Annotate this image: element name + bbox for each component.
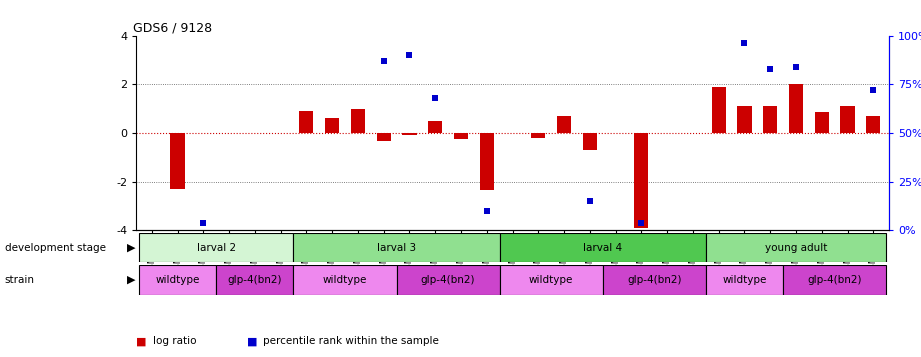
Bar [294,233,500,262]
Bar [402,133,416,135]
Bar [500,265,602,295]
Text: ▶: ▶ [127,275,135,285]
Bar [531,133,545,138]
Bar [428,121,442,133]
Bar [764,106,777,133]
Bar [712,87,726,133]
Text: larval 3: larval 3 [377,243,416,253]
Text: development stage: development stage [5,243,106,253]
Bar [705,265,783,295]
Bar [815,112,829,133]
Bar [557,116,571,133]
Text: ■: ■ [136,336,146,346]
Bar [789,84,803,133]
Text: strain: strain [5,275,35,285]
Text: GDS6 / 9128: GDS6 / 9128 [133,21,212,35]
Text: wildtype: wildtype [722,275,766,285]
Bar [705,233,886,262]
Bar [602,265,705,295]
Text: young adult: young adult [764,243,827,253]
Text: percentile rank within the sample: percentile rank within the sample [263,336,439,346]
Bar [454,133,468,139]
Text: glp-4(bn2): glp-4(bn2) [627,275,682,285]
Bar [216,265,294,295]
Text: wildtype: wildtype [529,275,574,285]
Bar [841,106,855,133]
Text: log ratio: log ratio [153,336,196,346]
Bar [299,111,313,133]
Text: larval 4: larval 4 [583,243,623,253]
Text: glp-4(bn2): glp-4(bn2) [421,275,475,285]
Text: glp-4(bn2): glp-4(bn2) [808,275,862,285]
Bar [635,133,648,228]
Bar [139,265,216,295]
Bar [139,233,294,262]
Bar [738,106,752,133]
Bar [377,133,391,141]
Text: ▶: ▶ [127,243,135,253]
Bar [294,265,397,295]
Bar [867,116,880,133]
Text: glp-4(bn2): glp-4(bn2) [227,275,282,285]
Text: wildtype: wildtype [323,275,367,285]
Bar [583,133,597,150]
Bar [500,233,705,262]
Bar [325,119,339,133]
Bar [170,133,184,189]
Bar [783,265,886,295]
Text: ■: ■ [247,336,257,346]
Text: wildtype: wildtype [156,275,200,285]
Bar [351,109,365,133]
Text: larval 2: larval 2 [196,243,236,253]
Bar [397,265,500,295]
Bar [480,133,494,190]
